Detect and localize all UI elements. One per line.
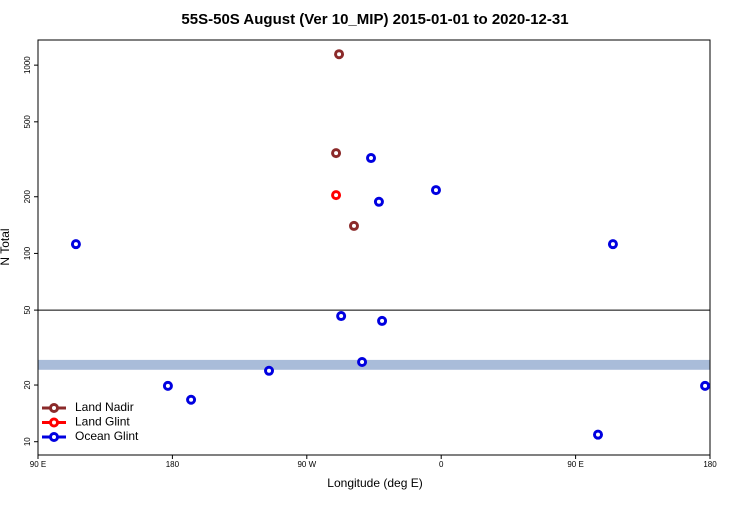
point — [366, 153, 377, 164]
legend-label: Land Glint — [75, 415, 130, 429]
y-axis-label: N Total — [0, 228, 12, 265]
point — [357, 357, 368, 368]
point — [186, 394, 197, 405]
y-tick-label: 500 — [23, 115, 32, 129]
point — [373, 196, 384, 207]
x-tick-label: 90 E — [567, 460, 583, 469]
point — [593, 429, 603, 440]
point — [348, 220, 359, 231]
reference-band — [38, 359, 710, 370]
legend-label: Ocean Glint — [75, 429, 139, 443]
point — [430, 185, 441, 196]
x-axis-label: Longitude (deg E) — [327, 476, 422, 490]
point — [700, 380, 711, 391]
chart-title: 55S-50S August (Ver 10_MIP) 2015-01-01 t… — [181, 11, 568, 28]
legend-label: Land Nadir — [75, 400, 134, 414]
x-tick-label: 90 E — [30, 460, 46, 469]
legend-marker — [49, 417, 59, 428]
x-tick-label: 0 — [439, 460, 444, 469]
legend-marker — [49, 432, 59, 442]
point — [162, 380, 173, 391]
y-tick-label: 50 — [23, 305, 32, 314]
y-tick-label: 10 — [23, 437, 32, 446]
x-tick-label: 180 — [166, 460, 180, 469]
y-tick-label: 20 — [23, 380, 32, 389]
y-tick-label: 200 — [23, 190, 32, 204]
point — [336, 311, 347, 322]
point — [264, 365, 275, 376]
point — [331, 148, 342, 159]
y-tick-label: 100 — [23, 246, 32, 260]
point — [607, 239, 618, 250]
point — [377, 315, 388, 326]
point — [334, 49, 345, 60]
legend-marker — [49, 403, 59, 413]
plot-frame — [37, 39, 711, 456]
point — [70, 239, 81, 250]
point — [331, 190, 342, 201]
x-tick-label: 90 W — [297, 460, 316, 469]
y-tick-label: 1000 — [23, 56, 32, 74]
x-tick-label: 180 — [703, 460, 717, 469]
